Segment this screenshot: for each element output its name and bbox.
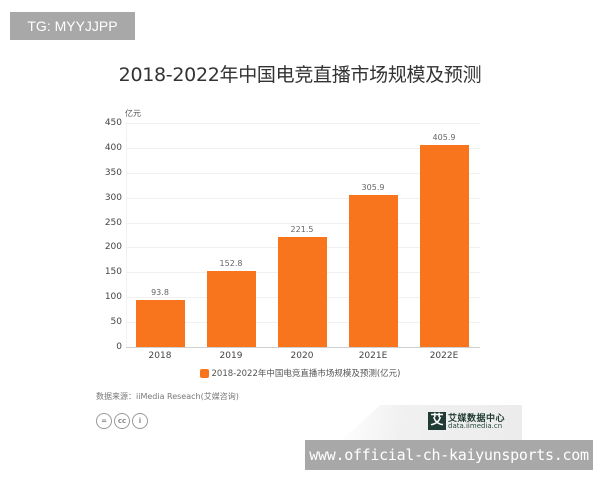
chart-title: 2018-2022年中国电竞直播市场规模及预测 xyxy=(118,64,482,86)
bar-2018 xyxy=(135,300,185,347)
website-watermark-overlay: www.official-ch-kaiyunsports.com xyxy=(305,440,593,470)
bar-2021e xyxy=(348,194,398,347)
license-by-icon: i xyxy=(132,413,148,429)
bar-2019 xyxy=(206,270,256,347)
license-cc-icon: cc xyxy=(114,413,130,429)
logo-name: 艾媒数据中心 xyxy=(448,414,506,424)
bar-2020 xyxy=(277,236,327,347)
x-tick-label: 2022E xyxy=(429,351,459,361)
grid-line xyxy=(126,173,480,174)
y-tick-label: 300 xyxy=(104,192,122,203)
bar-value-label: 93.8 xyxy=(151,288,169,298)
logo-url: data.iimedia.cn xyxy=(448,422,503,430)
bar-value-label: 221.5 xyxy=(290,224,314,234)
y-tick-label: 250 xyxy=(104,217,122,228)
legend-swatch-icon xyxy=(199,368,209,378)
y-axis-line xyxy=(126,122,127,348)
bar-value-label: 152.8 xyxy=(219,258,243,268)
license-nd-icon: = xyxy=(96,413,112,429)
bar-value-label: 305.9 xyxy=(361,182,385,192)
bar-2022e xyxy=(419,144,469,347)
x-tick-label: 2018 xyxy=(148,351,172,361)
x-tick-label: 2021E xyxy=(358,351,388,361)
chart-legend: 2018-2022年中国电竞直播市场规模及预测(亿元) xyxy=(0,367,600,379)
y-tick-label: 0 xyxy=(116,342,122,352)
y-tick-label: 100 xyxy=(104,292,122,303)
y-tick-label: 150 xyxy=(104,267,122,278)
y-tick-label: 450 xyxy=(104,118,122,128)
grid-line xyxy=(126,148,480,149)
data-source-note: 数据来源：iiMedia Reseach(艾媒咨询) xyxy=(96,392,239,401)
grid-line xyxy=(126,123,480,124)
x-tick-label: 2020 xyxy=(290,351,314,361)
y-axis-unit-label: 亿元 xyxy=(125,109,141,118)
legend-label: 2018-2022年中国电竞直播市场规模及预测(亿元) xyxy=(211,369,401,379)
grid-line xyxy=(126,223,480,224)
iimedia-logo-icon: 艾 xyxy=(428,412,446,430)
license-icons: = cc i xyxy=(96,413,148,429)
y-tick-label: 50 xyxy=(110,317,122,328)
y-tick-label: 350 xyxy=(104,167,122,178)
grid-line xyxy=(126,198,480,199)
telegram-badge-overlay: TG: MYYJJPP xyxy=(10,12,135,40)
y-tick-label: 400 xyxy=(104,142,122,153)
bar-value-label: 405.9 xyxy=(432,132,456,142)
y-tick-label: 200 xyxy=(104,242,122,253)
x-tick-label: 2019 xyxy=(219,351,243,361)
x-axis-line xyxy=(126,347,480,348)
